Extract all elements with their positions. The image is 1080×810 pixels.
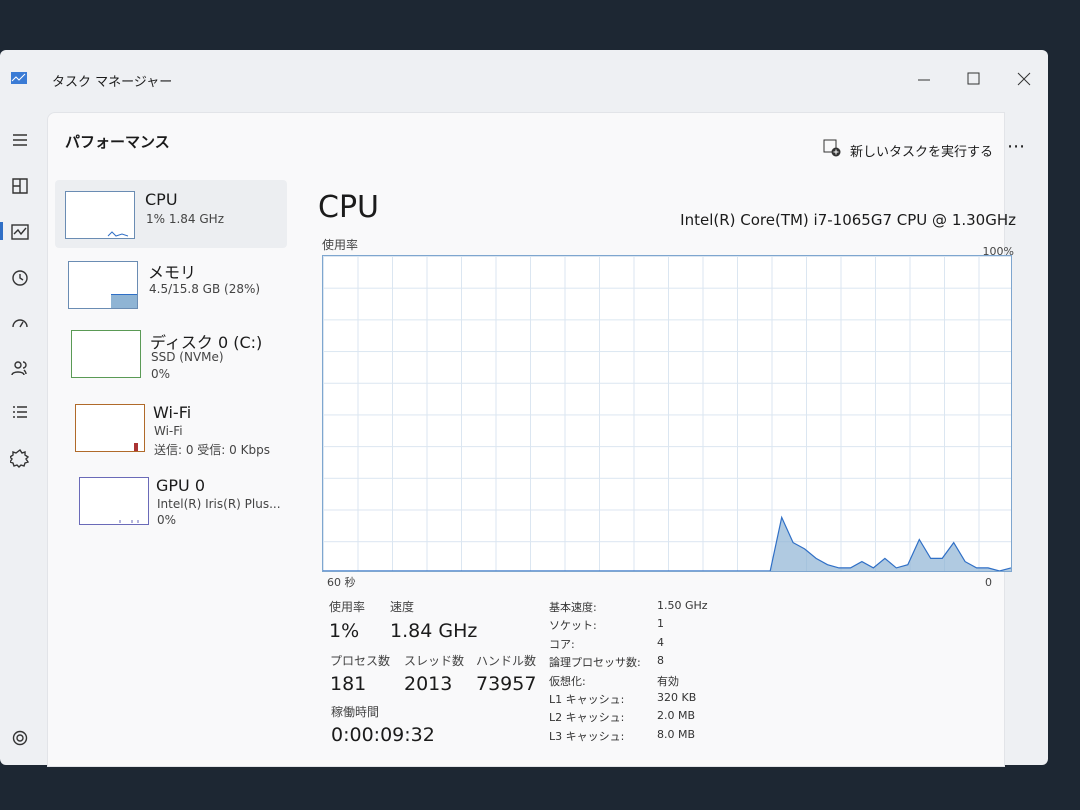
stat-label: プロセス数 — [330, 654, 391, 668]
cpu-line — [323, 515, 1012, 572]
item-detail: Intel(R) Iris(R) Plus... — [157, 497, 281, 511]
spec-value: 有効 — [657, 674, 679, 688]
spec-value: 1.50 GHz — [657, 599, 708, 612]
detail-title: CPU — [318, 190, 379, 225]
startup-icon[interactable] — [10, 314, 30, 334]
spec-value: 4 — [657, 635, 664, 649]
stat-label: ハンドル数 — [476, 654, 537, 668]
details-icon[interactable] — [10, 402, 30, 422]
processes-icon[interactable] — [10, 176, 30, 196]
cpu-thumb[interactable] — [65, 191, 135, 239]
spec-label: 論理プロセッサ数: — [549, 656, 641, 670]
item-name[interactable]: Wi-Fi — [153, 403, 192, 422]
more-button[interactable]: ⋯ — [1007, 136, 1026, 157]
spec-value: 2.0 MB — [657, 709, 696, 723]
spec-label: 基本速度: — [549, 601, 597, 614]
spec-value: 1 — [657, 617, 664, 631]
cpu-graph — [322, 255, 1012, 572]
stat-value: 1% — [329, 620, 360, 642]
disk-thumb[interactable] — [71, 330, 141, 378]
item-detail: 1% 1.84 GHz — [146, 212, 225, 226]
cpu-area — [323, 517, 1011, 571]
stat-value: 181 — [330, 673, 367, 695]
graph-x-end: 0 — [985, 576, 992, 589]
stat-label: 稼働時間 — [331, 705, 380, 719]
history-icon[interactable] — [10, 268, 30, 288]
gpu-thumb[interactable] — [79, 477, 149, 525]
spec-label: ソケット: — [549, 619, 597, 633]
run-task-icon — [823, 139, 841, 157]
stat-label: スレッド数 — [404, 654, 465, 668]
performance-icon[interactable] — [10, 222, 30, 242]
spec-label: L1 キャッシュ: — [549, 693, 625, 706]
window-title: タスク マネージャー — [52, 75, 173, 90]
item-detail: 4.5/15.8 GB (28%) — [149, 282, 261, 296]
item-detail: 0% — [157, 513, 177, 527]
item-detail: 0% — [151, 367, 171, 381]
menu-icon[interactable] — [10, 130, 30, 150]
item-name[interactable]: GPU 0 — [156, 476, 206, 495]
cpu-model: Intel(R) Core(TM) i7-1065G7 CPU @ 1.30GH… — [680, 211, 1016, 229]
graph-x-start: 60 秒 — [327, 576, 356, 589]
run-task-button[interactable]: 新しいタスクを実行する — [850, 145, 994, 160]
memory-thumb[interactable] — [68, 261, 138, 309]
settings-icon[interactable] — [10, 728, 30, 748]
item-name[interactable]: メモリ — [148, 263, 197, 282]
app-icon — [11, 72, 27, 84]
graph-max-label: 100% — [982, 245, 1014, 258]
services-icon[interactable] — [10, 448, 30, 468]
cpu-graph-plot — [323, 515, 1012, 572]
spec-value: 320 KB — [657, 691, 697, 704]
stat-label: 速度 — [390, 600, 415, 614]
stat-value: 0:00:09:32 — [331, 724, 435, 746]
window-controls[interactable] — [910, 66, 1035, 92]
spec-label: コア: — [549, 637, 575, 651]
spec-label: L2 キャッシュ: — [549, 711, 625, 725]
spec-label: 仮想化: — [549, 674, 586, 688]
item-detail: Wi-Fi — [154, 424, 183, 438]
stat-value: 73957 — [476, 673, 537, 695]
graph-y-label: 使用率 — [322, 238, 359, 252]
stat-value: 2013 — [404, 673, 453, 695]
stat-label: 使用率 — [329, 600, 366, 614]
item-detail: SSD (NVMe) — [151, 350, 224, 364]
stat-value: 1.84 GHz — [390, 620, 478, 642]
wifi-thumb[interactable] — [75, 404, 145, 452]
item-detail: 送信: 0 受信: 0 Kbps — [154, 443, 270, 457]
users-icon[interactable] — [10, 358, 30, 378]
spec-value: 8.0 MB — [657, 727, 696, 741]
item-name[interactable]: CPU — [145, 190, 178, 209]
spec-label: L3 キャッシュ: — [549, 729, 625, 743]
nav-indicator — [0, 222, 3, 240]
spec-value: 8 — [657, 654, 664, 668]
page-title: パフォーマンス — [65, 133, 170, 151]
item-name[interactable]: ディスク 0 (C:) — [150, 333, 263, 352]
